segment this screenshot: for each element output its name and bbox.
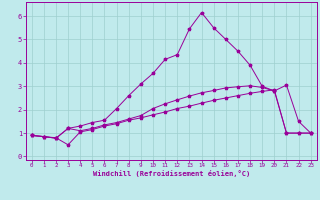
X-axis label: Windchill (Refroidissement éolien,°C): Windchill (Refroidissement éolien,°C) (92, 170, 250, 177)
